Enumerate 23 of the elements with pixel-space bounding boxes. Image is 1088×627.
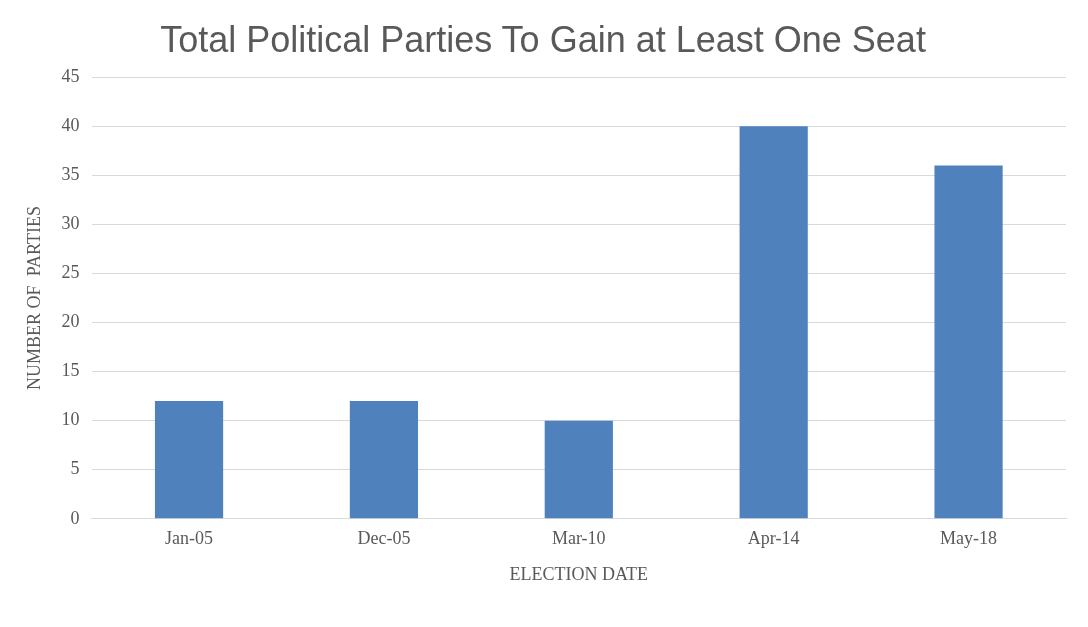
bar <box>154 401 224 519</box>
y-axis-title: NUMBER OF PARTIES <box>23 206 44 390</box>
x-tick-label: Apr-14 <box>747 528 800 549</box>
x-axis-title: ELECTION DATE <box>509 563 649 584</box>
y-tick-label: 40 <box>61 115 80 135</box>
chart-title: Total Political Parties To Gain at Least One Seat <box>160 18 926 60</box>
bar <box>544 420 613 519</box>
bar <box>349 401 419 519</box>
y-tick-label: 15 <box>61 360 80 381</box>
bar <box>739 126 808 519</box>
y-tick-label: 35 <box>61 164 80 185</box>
y-tick-label: 30 <box>61 213 80 234</box>
y-tick-label: 25 <box>61 262 80 283</box>
x-tick-label: Jan-05 <box>165 528 214 549</box>
y-tick-label: 0 <box>70 507 80 528</box>
x-tick-label: Mar-10 <box>551 528 606 549</box>
bar <box>934 165 1003 519</box>
y-tick-label: 5 <box>70 458 80 479</box>
y-tick-label: 10 <box>61 409 80 430</box>
y-tick-label: 45 <box>61 65 80 86</box>
y-tick-label: 20 <box>61 311 80 332</box>
x-tick-label: May-18 <box>940 528 998 549</box>
x-tick-label: Dec-05 <box>357 528 411 549</box>
